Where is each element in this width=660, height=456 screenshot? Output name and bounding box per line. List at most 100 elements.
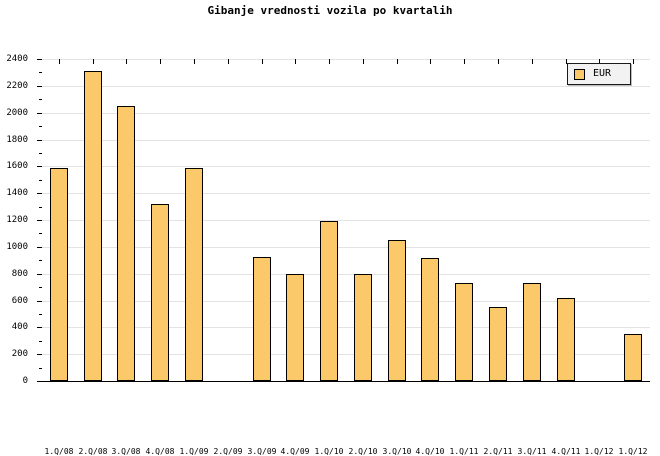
bar[interactable] <box>185 168 203 381</box>
bar[interactable] <box>286 274 304 381</box>
x-tick-label: 4.Q/10 <box>415 447 445 456</box>
bar[interactable] <box>523 283 541 381</box>
x-tick <box>160 59 161 64</box>
x-tick-label: 4.Q/11 <box>551 447 581 456</box>
bar[interactable] <box>151 204 169 381</box>
x-tick <box>532 59 533 64</box>
y-tick <box>37 301 42 302</box>
y-tick-minor <box>39 99 42 100</box>
bar[interactable] <box>388 240 406 381</box>
y-tick-minor <box>39 287 42 288</box>
y-tick-minor <box>39 72 42 73</box>
x-tick <box>262 59 263 64</box>
gridline <box>42 327 650 328</box>
y-tick-label: 400 <box>11 322 28 332</box>
bar[interactable] <box>354 274 372 381</box>
gridline <box>42 301 650 302</box>
bar[interactable] <box>50 168 68 381</box>
x-tick <box>295 59 296 64</box>
y-tick-label: 0 <box>22 376 28 386</box>
x-tick <box>599 59 600 64</box>
x-tick <box>329 59 330 64</box>
bar[interactable] <box>84 71 102 381</box>
gridline <box>42 140 650 141</box>
y-tick <box>37 140 42 141</box>
y-tick-label: 2400 <box>6 54 28 64</box>
y-tick-minor <box>39 126 42 127</box>
x-tick-label: 1.Q/12 <box>618 447 648 456</box>
bar-chart: Gibanje vrednosti vozila po kvartalih 0 2… <box>6 4 650 456</box>
y-tick-minor <box>39 368 42 369</box>
gridline <box>42 86 650 87</box>
y-tick-label: 1800 <box>6 135 28 145</box>
y-tick-label: 1400 <box>6 188 28 198</box>
y-tick <box>37 166 42 167</box>
x-tick-label: 2.Q/10 <box>348 447 378 456</box>
x-tick-label: 2.Q/11 <box>483 447 513 456</box>
y-tick <box>37 220 42 221</box>
y-tick-label: 800 <box>11 269 28 279</box>
y-tick-minor <box>39 314 42 315</box>
x-tick-label: 1.Q/11 <box>449 447 479 456</box>
x-tick-label: 4.Q/09 <box>280 447 310 456</box>
y-tick <box>37 193 42 194</box>
y-tick-label: 2200 <box>6 81 28 91</box>
x-tick-label: 3.Q/09 <box>247 447 277 456</box>
bar[interactable] <box>117 106 135 381</box>
x-tick-label: 3.Q/11 <box>517 447 547 456</box>
gridline <box>42 247 650 248</box>
gridline <box>42 354 650 355</box>
y-tick <box>37 86 42 87</box>
legend-swatch-eur <box>574 68 585 80</box>
plot-area: 0 200 400 600 800 1000 1200 1400 1600 1800 2000 220… <box>6 55 650 456</box>
x-tick <box>464 59 465 64</box>
y-tick-minor <box>39 153 42 154</box>
y-tick-minor <box>39 260 42 261</box>
legend-label-eur: EUR <box>593 68 612 79</box>
bar[interactable] <box>253 257 271 381</box>
y-tick-minor <box>39 233 42 234</box>
x-tick-label: 2.Q/08 <box>78 447 108 456</box>
x-tick <box>397 59 398 64</box>
x-tick-label: 1.Q/10 <box>314 447 344 456</box>
chart-title: Gibanje vrednosti vozila po kvartalih <box>207 4 453 17</box>
y-tick-label: 2000 <box>6 108 28 118</box>
x-tick <box>93 59 94 64</box>
x-tick-label: 2.Q/09 <box>213 447 243 456</box>
y-tick-label: 200 <box>11 349 28 359</box>
x-tick <box>363 59 364 64</box>
x-tick <box>430 59 431 64</box>
y-tick-label: 600 <box>11 296 28 306</box>
bar[interactable] <box>489 307 507 381</box>
x-tick <box>228 59 229 64</box>
x-tick-label: 3.Q/08 <box>111 447 141 456</box>
y-tick <box>37 113 42 114</box>
x-tick-label: 4.Q/08 <box>145 447 175 456</box>
y-tick-minor <box>39 207 42 208</box>
y-tick-label: 1200 <box>6 215 28 225</box>
bar[interactable] <box>320 221 338 381</box>
gridline <box>42 59 650 60</box>
y-tick-minor <box>39 180 42 181</box>
gridline <box>42 113 650 114</box>
bar[interactable] <box>624 334 642 381</box>
x-tick <box>59 59 60 64</box>
legend[interactable]: EUR <box>567 63 631 85</box>
x-tick <box>126 59 127 64</box>
y-tick <box>37 381 42 382</box>
y-tick <box>37 247 42 248</box>
x-tick <box>498 59 499 64</box>
gridline <box>42 166 650 167</box>
y-tick <box>37 327 42 328</box>
gridline <box>42 193 650 194</box>
bar[interactable] <box>421 258 439 381</box>
y-tick-label: 1000 <box>6 242 28 252</box>
y-tick-minor <box>39 341 42 342</box>
y-tick-label: 1600 <box>6 161 28 171</box>
gridline <box>42 274 650 275</box>
bar[interactable] <box>557 298 575 381</box>
y-tick <box>37 59 42 60</box>
x-axis-line <box>42 381 650 382</box>
bar[interactable] <box>455 283 473 381</box>
x-tick-label: 1.Q/09 <box>179 447 209 456</box>
